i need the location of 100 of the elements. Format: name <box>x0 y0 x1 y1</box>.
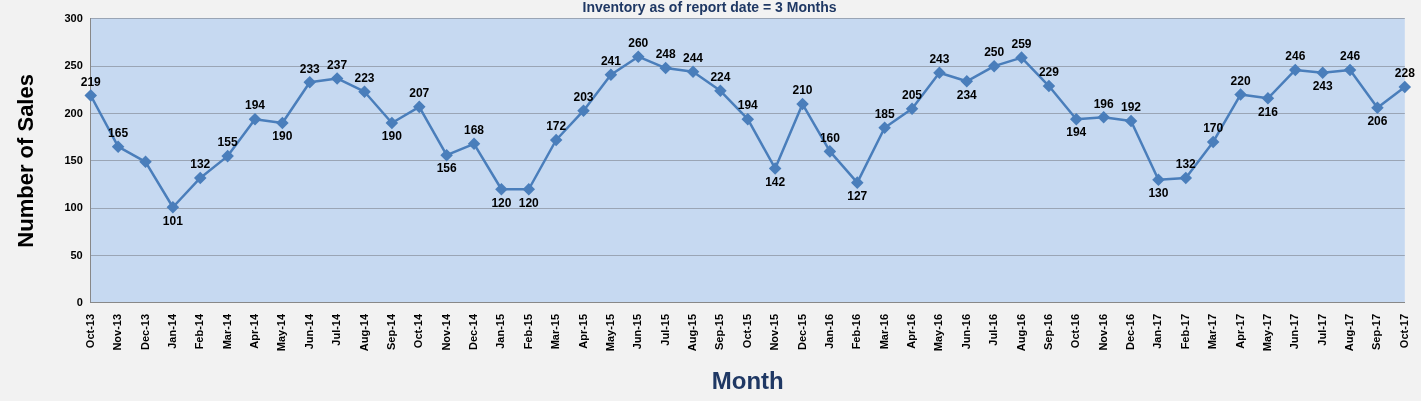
data-label: 160 <box>819 130 841 145</box>
point <box>1371 102 1384 114</box>
x-tick-label: Dec-13 <box>138 313 151 350</box>
data-label: 246 <box>1285 49 1306 64</box>
x-tick-label: Jul-14 <box>330 313 343 346</box>
x-tick-label: Mar-14 <box>220 313 233 350</box>
data-label: 194 <box>737 98 759 113</box>
data-label: 192 <box>1121 100 1142 115</box>
data-label: 172 <box>546 119 567 134</box>
data-label: 224 <box>710 70 731 85</box>
data-label: 241 <box>600 53 622 68</box>
point <box>167 201 179 214</box>
x-tick-label: Apr-14 <box>248 313 261 349</box>
point <box>714 85 727 97</box>
point <box>577 104 590 117</box>
data-label: 101 <box>162 213 184 228</box>
data-label: 234 <box>956 87 978 102</box>
x-axis-title: Month <box>711 367 784 395</box>
data-label: 185 <box>874 107 895 122</box>
point <box>331 72 343 85</box>
x-tick-label: Apr-17 <box>1233 313 1246 349</box>
x-tick-label: Nov-13 <box>111 313 124 351</box>
x-tick-label: Aug-17 <box>1343 313 1356 352</box>
point <box>933 67 946 79</box>
x-tick-label: Jun-16 <box>959 313 972 350</box>
data-label: 237 <box>327 57 348 72</box>
point <box>632 50 645 63</box>
x-tick-label: Aug-14 <box>357 313 370 352</box>
data-label: 243 <box>929 52 950 67</box>
point <box>1289 64 1302 76</box>
point <box>386 117 398 129</box>
data-label: 207 <box>409 86 430 101</box>
point <box>523 183 535 196</box>
point <box>1070 113 1083 125</box>
data-label: 156 <box>436 161 457 176</box>
x-tick-label: Mar-17 <box>1206 313 1219 350</box>
x-tick-label: Feb-15 <box>521 313 534 350</box>
point <box>1043 80 1055 92</box>
y-tick-label: 200 <box>64 106 83 119</box>
point <box>1125 115 1137 127</box>
point <box>358 85 371 98</box>
point <box>194 172 207 184</box>
data-label: 250 <box>984 45 1005 60</box>
x-tick-label: Mar-16 <box>877 313 890 350</box>
x-tick-label: Jan-15 <box>494 313 507 349</box>
point <box>906 103 918 115</box>
y-tick-label: 300 <box>64 11 83 24</box>
x-tick-label: Jun-17 <box>1288 313 1301 350</box>
data-label: 132 <box>190 157 211 172</box>
x-tick-label: Aug-15 <box>686 313 699 352</box>
data-label: 246 <box>1340 49 1361 64</box>
data-label: 168 <box>464 123 485 138</box>
point <box>742 113 754 125</box>
point <box>1015 51 1028 64</box>
x-tick-label: Nov-14 <box>439 313 452 351</box>
point <box>1234 88 1247 101</box>
x-tick-label: Sep-16 <box>1041 313 1054 350</box>
point <box>605 68 617 81</box>
point <box>468 138 480 150</box>
chart-title: Inventory as of report date = 3 Months <box>582 0 837 16</box>
data-label: 259 <box>1011 36 1032 51</box>
x-tick-label: May-16 <box>932 313 945 352</box>
point <box>1344 64 1356 76</box>
x-tick-label: Jul-16 <box>987 313 1000 346</box>
data-label: 210 <box>792 83 813 98</box>
data-label: 190 <box>381 129 403 144</box>
data-label: 203 <box>573 89 594 104</box>
x-tick-label: Nov-16 <box>1096 313 1109 351</box>
data-label: 228 <box>1394 66 1416 81</box>
point <box>550 134 562 146</box>
point <box>1180 172 1192 184</box>
x-tick-label: Jul-15 <box>658 313 671 346</box>
data-label: 196 <box>1093 96 1114 111</box>
point <box>495 183 508 196</box>
point <box>1207 136 1219 148</box>
data-label: 127 <box>847 188 868 203</box>
x-tick-label: May-14 <box>275 313 288 352</box>
point <box>1262 92 1274 105</box>
x-tick-label: Feb-17 <box>1178 313 1191 350</box>
x-tick-label: May-15 <box>603 313 616 352</box>
point <box>824 145 836 158</box>
y-tick-label: 250 <box>64 59 83 72</box>
x-tick-label: Oct-15 <box>740 313 753 349</box>
data-label: 194 <box>244 98 266 113</box>
data-label: 223 <box>354 71 375 86</box>
y-axis-title: Number of Sales <box>13 74 39 248</box>
x-tick-label: Jan-14 <box>165 313 178 349</box>
point <box>85 89 97 102</box>
x-tick-label: Dec-16 <box>1124 313 1137 350</box>
x-tick-label: Dec-14 <box>467 313 480 350</box>
data-label: 205 <box>902 88 923 103</box>
data-label: 233 <box>299 61 321 76</box>
data-label: 190 <box>272 129 293 144</box>
point <box>851 176 864 189</box>
x-tick-label: Sep-14 <box>384 313 397 350</box>
x-tick-label: Aug-16 <box>1014 313 1027 352</box>
x-tick-label: Oct-13 <box>83 313 96 349</box>
point <box>1399 81 1411 93</box>
x-tick-label: Mar-15 <box>549 313 562 350</box>
point <box>139 156 152 168</box>
